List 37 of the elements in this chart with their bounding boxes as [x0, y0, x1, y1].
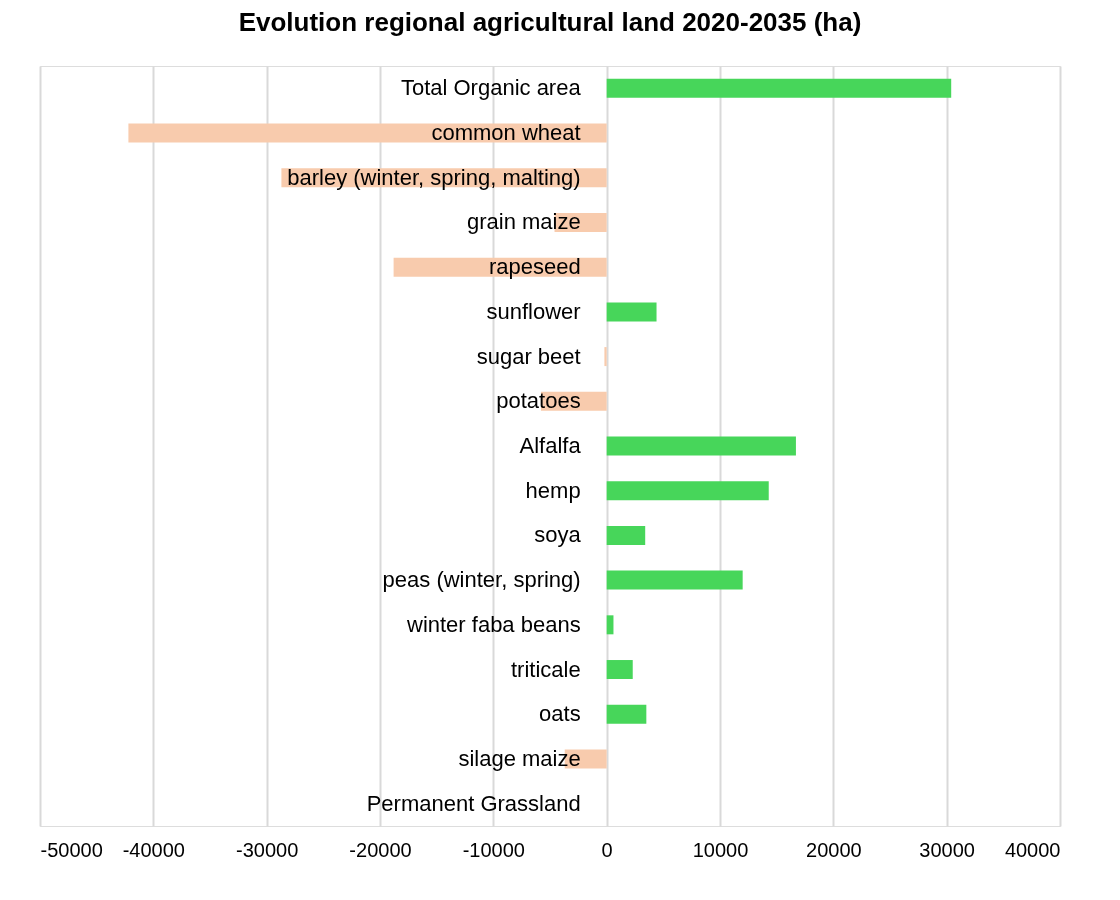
y-tick-label: silage maize	[458, 745, 581, 771]
bar	[604, 347, 607, 367]
y-tick-label: common wheat	[431, 120, 581, 146]
y-tick-label: sunflower	[486, 298, 581, 324]
y-tick-label: hemp	[525, 477, 581, 503]
bar	[606, 704, 647, 724]
x-tick-label: 0	[601, 838, 613, 861]
y-tick-label: triticale	[510, 656, 581, 682]
y-tick-label: rapeseed	[488, 254, 581, 280]
x-tick-label: -20000	[349, 838, 412, 861]
x-tick-label: -30000	[236, 838, 299, 861]
y-tick-label: peas (winter, spring)	[382, 567, 581, 593]
bar	[606, 570, 743, 590]
bar	[606, 78, 952, 98]
y-tick-label: barley (winter, spring, malting)	[287, 164, 581, 190]
x-tick-label: 40000	[1004, 838, 1061, 861]
x-tick-label: -40000	[122, 838, 185, 861]
y-tick-label: potatoes	[496, 388, 581, 414]
y-tick-label: Permanent Grassland	[366, 790, 581, 816]
bar	[606, 660, 633, 680]
chart-title: Evolution regional agricultural land 2020-2035 (ha)	[238, 7, 862, 37]
y-tick-label: Alfalfa	[519, 433, 582, 458]
bar	[606, 302, 657, 322]
y-tick-label: soya	[534, 522, 582, 548]
bar	[606, 436, 796, 456]
x-tick-label: -10000	[462, 838, 525, 861]
x-tick-label: 30000	[919, 838, 975, 861]
x-tick-label: 10000	[692, 838, 749, 861]
bar	[606, 525, 646, 545]
y-tick-label: winter faba beans	[405, 611, 581, 637]
y-tick-label: oats	[539, 701, 581, 727]
y-tick-label: sugar beet	[476, 343, 581, 369]
y-tick-label: grain maize	[466, 209, 581, 235]
y-tick-label: Total Organic area	[400, 75, 582, 101]
x-tick-label: 20000	[806, 838, 862, 861]
bar	[606, 481, 769, 501]
x-tick-label: -50000	[40, 838, 103, 861]
